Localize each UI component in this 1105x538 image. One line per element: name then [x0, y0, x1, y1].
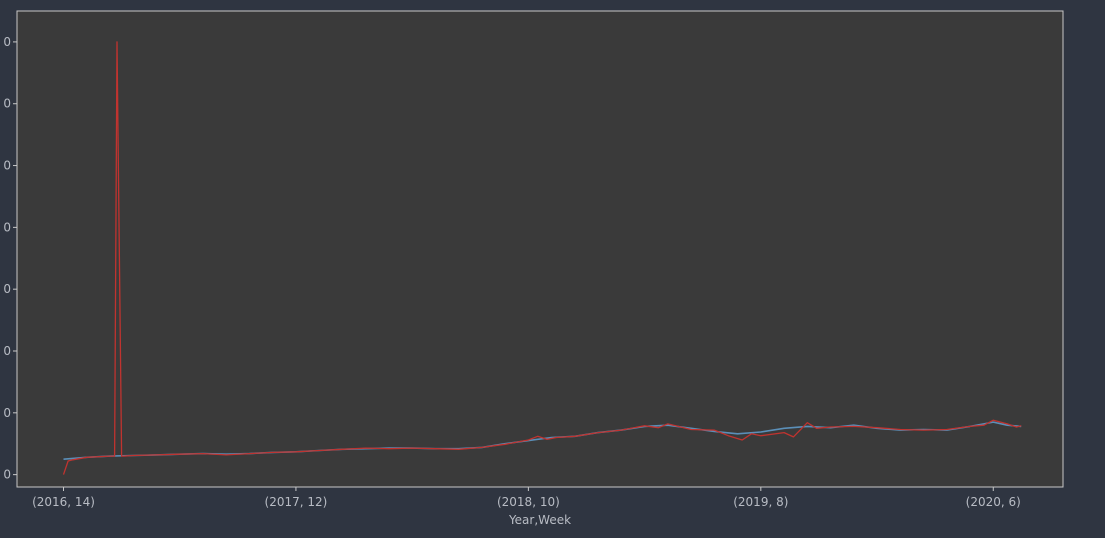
- x-axis-label: Year,Week: [508, 513, 571, 527]
- y-tick-label: 0: [3, 406, 11, 420]
- y-tick-label: 0: [3, 468, 11, 482]
- series-line-red: [62, 41, 1022, 475]
- y-tick-label: 0: [3, 97, 11, 111]
- y-tick-label: 0: [3, 220, 11, 234]
- x-tick-label: (2016, 14): [32, 495, 95, 509]
- series-layer: [62, 41, 1022, 475]
- x-axis: (2016, 14) (2017, 12) (2018, 10) (2019, 8) (…: [32, 487, 1021, 509]
- y-tick-label: 0: [3, 344, 11, 358]
- y-tick-label: 0: [3, 159, 11, 173]
- y-tick-label: 0: [3, 282, 11, 296]
- y-tick-label: 0: [3, 35, 11, 49]
- plot-area: [16, 10, 1064, 488]
- y-axis: 0 0 0 0 0 0 0 0: [3, 35, 17, 482]
- x-tick-label: (2017, 12): [265, 495, 328, 509]
- x-tick-label: (2018, 10): [497, 495, 560, 509]
- x-tick-label: (2019, 8): [733, 495, 788, 509]
- x-tick-label: (2020, 6): [966, 495, 1021, 509]
